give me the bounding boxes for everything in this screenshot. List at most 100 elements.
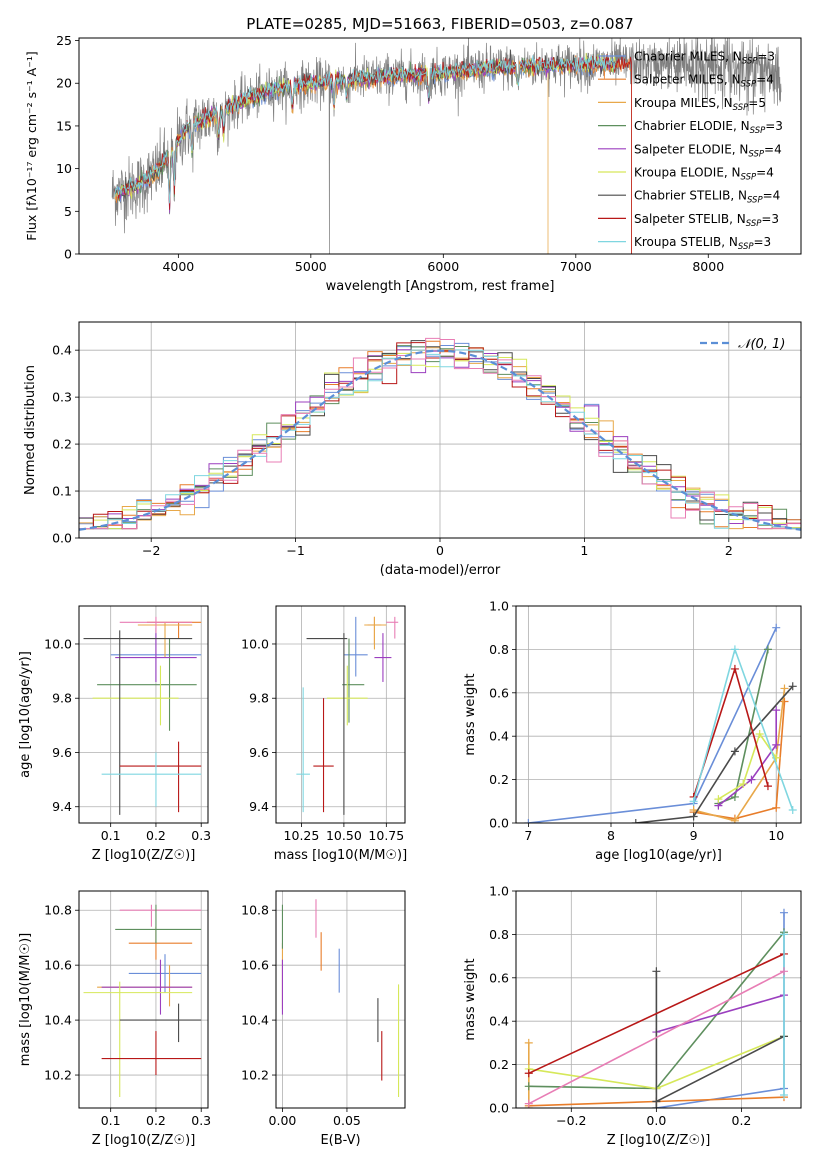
y-tick-label: 0.0	[52, 531, 72, 546]
y-axis-label: age [log10(age/yr)]	[18, 651, 33, 778]
y-tick-label: 0.6	[489, 685, 509, 700]
data-point	[524, 1099, 533, 1108]
data-point	[788, 805, 797, 814]
data-point	[689, 812, 698, 821]
x-tick-label: 10	[768, 828, 784, 843]
legend: Chabrier MILES, NSSP=3 Salpeter MILES, NS…	[598, 50, 783, 252]
series-line-6	[635, 685, 794, 823]
age-weight-panel: 7 8 9 10 0.0 0.2 0.4 0.6 0.8 1.0 age [log10(age/yr…	[463, 599, 802, 863]
x-axis-label: Z [log10(Z/Z☉)]	[92, 848, 196, 863]
series-line-9	[528, 970, 785, 1105]
y-tick-label: 0.6	[489, 970, 509, 985]
x-tick-label: 9	[690, 828, 698, 843]
x-tick-label: 0.1	[101, 828, 121, 843]
x-axis-label: wavelength [Angstrom, rest frame]	[326, 279, 555, 294]
y-tick-label: 10.2	[44, 1068, 72, 1083]
plot-area	[111, 38, 782, 254]
x-tick-label: 10.25	[284, 828, 320, 843]
x-axis-label: E(B-V)	[320, 1133, 360, 1148]
axes-frame	[515, 605, 802, 824]
series-line-1	[693, 701, 786, 820]
plot-area	[83, 904, 202, 1098]
data-point	[780, 697, 789, 706]
x-tick-label: 8	[607, 828, 615, 843]
y-axis-label: Normed distribution	[23, 365, 38, 495]
y-tick-label: 0.2	[489, 772, 509, 787]
legend-entry: Kroupa ELODIE, NSSP=4	[634, 166, 774, 183]
residuals-panel: −2 −1 0 1 2 0.0 0.1 0.2 0.3 0.4 (data-model)/error…	[23, 321, 802, 578]
y-tick-label: 9.4	[249, 799, 269, 814]
data-point	[779, 1090, 788, 1099]
series-line-6	[655, 971, 785, 1108]
x-tick-label: 10.50	[326, 828, 362, 843]
x-tick-label: 0.00	[269, 1113, 297, 1128]
plot-area	[281, 899, 400, 1098]
data-point	[763, 645, 772, 654]
y-tick-label: 10	[56, 161, 72, 176]
z-age-panel: 0.1 0.2 0.3 9.4 9.6 9.8 10.0 Z [log10(Z/Z☉)] age…	[18, 605, 211, 863]
y-tick-label: 20	[56, 76, 72, 91]
x-tick-label: 0.1	[101, 1113, 121, 1128]
series-line-4	[717, 710, 778, 807]
y-tick-label: 15	[56, 118, 72, 133]
data-point	[730, 664, 739, 673]
x-tick-label: 0.2	[146, 1113, 166, 1128]
data-point	[524, 1038, 533, 1047]
data-point	[730, 747, 739, 756]
data-point	[772, 623, 781, 632]
y-tick-label: 0.2	[489, 1057, 509, 1072]
plot-area	[79, 337, 801, 531]
axes-frame	[275, 890, 406, 1109]
axes-frame	[78, 321, 802, 539]
y-tick-label: 10.0	[241, 636, 269, 651]
legend-entry: Kroupa STELIB, NSSP=3	[634, 235, 771, 252]
x-axis-label: mass [log10(M/M☉)]	[274, 848, 407, 863]
x-tick-label: 0.05	[333, 1113, 361, 1128]
x-tick-label: 0.3	[191, 1113, 211, 1128]
series-line-2	[693, 688, 786, 822]
y-tick-label: 0.4	[489, 1014, 509, 1029]
legend-entry: Salpeter MILES, NSSP=4	[634, 73, 774, 90]
x-tick-label: 0.3	[191, 828, 211, 843]
y-tick-label: 0.4	[52, 343, 72, 358]
y-tick-label: 10.4	[241, 1013, 269, 1028]
plot-area	[524, 908, 788, 1108]
y-tick-label: 9.6	[249, 745, 269, 760]
data-point	[730, 792, 739, 801]
x-axis-label: (data-model)/error	[380, 563, 501, 578]
data-point	[652, 967, 661, 976]
legend-entry: Salpeter STELIB, NSSP=3	[634, 212, 779, 229]
y-tick-label: 0.1	[52, 484, 72, 499]
y-tick-label: 5	[64, 204, 72, 219]
data-point	[739, 779, 748, 788]
x-tick-label: −0.2	[556, 1113, 586, 1128]
chart-title: PLATE=0285, MJD=51663, FIBERID=0503, z=0…	[246, 15, 633, 33]
data-point	[772, 706, 781, 715]
axes-frame	[275, 605, 406, 824]
y-tick-label: 10.2	[241, 1068, 269, 1083]
data-point	[524, 819, 533, 823]
mass-age-panel: 10.25 10.50 10.75 9.4 9.6 9.8 10.0 mass [log10(…	[241, 605, 407, 863]
axes-frame	[78, 37, 802, 255]
data-point	[755, 730, 764, 739]
legend-entry: Chabrier MILES, NSSP=3	[634, 50, 775, 67]
legend-entry: Chabrier STELIB, NSSP=4	[634, 189, 780, 206]
data-point	[788, 682, 797, 691]
model-spectrum-8	[114, 55, 616, 204]
y-tick-label: 1.0	[489, 884, 509, 899]
axes-frame	[78, 605, 209, 824]
data-point	[772, 803, 781, 812]
y-tick-label: 0.4	[489, 729, 509, 744]
x-tick-label: 0	[436, 543, 444, 558]
y-tick-label: 10.4	[44, 1013, 72, 1028]
y-tick-label: 10.6	[241, 958, 269, 973]
y-tick-label: 9.4	[52, 799, 72, 814]
y-tick-label: 10.8	[241, 903, 269, 918]
x-axis-label: Z [log10(Z/Z☉)]	[92, 1133, 196, 1148]
series-line-7	[528, 953, 785, 1075]
legend-entry: Salpeter ELODIE, NSSP=4	[634, 142, 782, 159]
series-line-0	[528, 627, 777, 823]
x-tick-label: 7000	[560, 259, 592, 274]
y-tick-label: 0.0	[489, 816, 509, 831]
